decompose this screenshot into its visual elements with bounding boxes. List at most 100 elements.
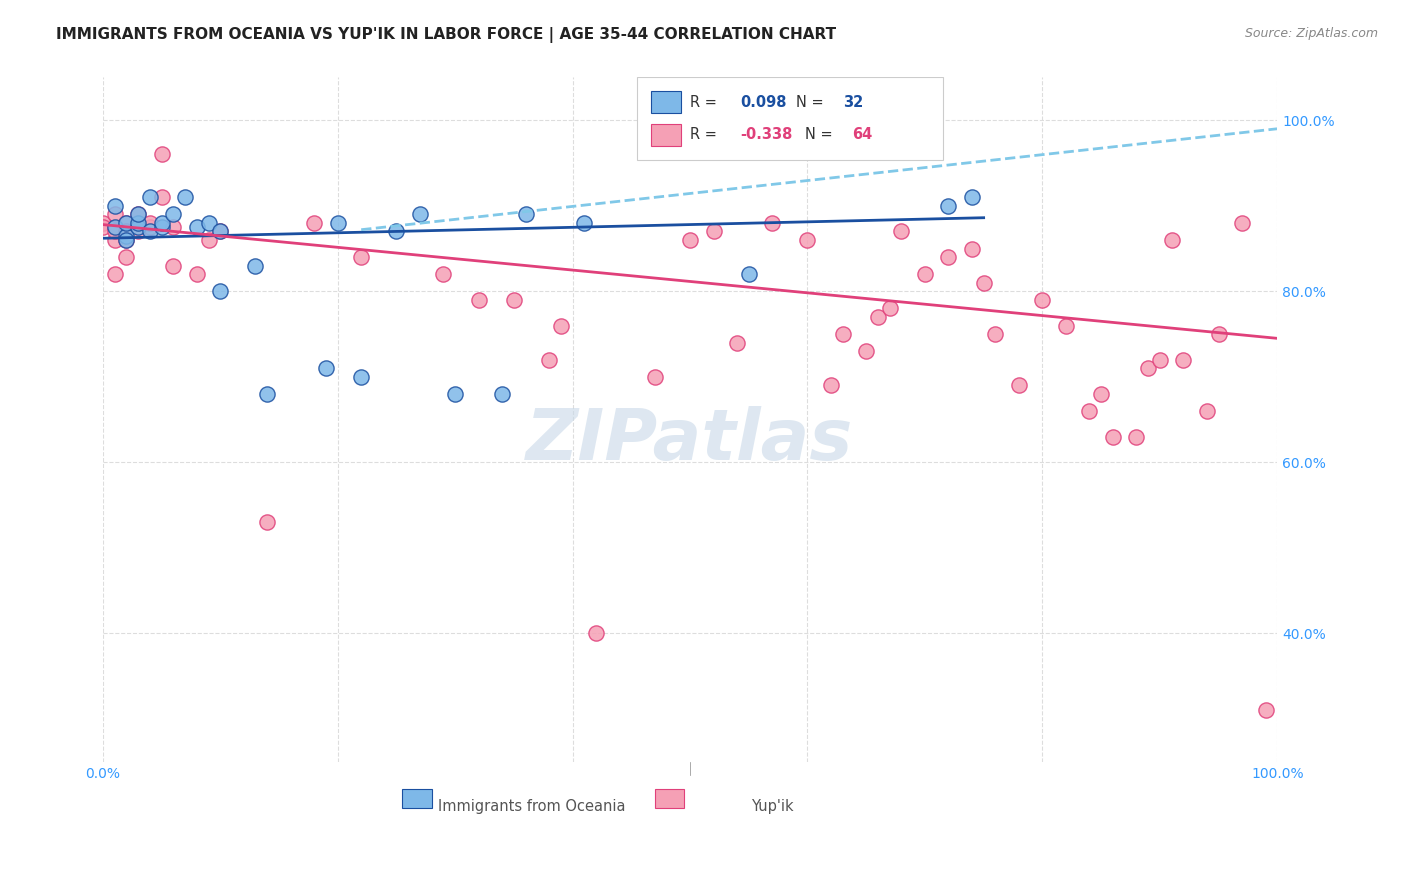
Point — [855, 344, 877, 359]
Point — [197, 233, 219, 247]
Point — [103, 224, 125, 238]
Point — [115, 216, 138, 230]
Point — [467, 293, 489, 307]
Point — [350, 250, 373, 264]
Bar — [402, 789, 432, 808]
Point — [197, 216, 219, 230]
Point — [831, 327, 853, 342]
Point — [103, 199, 125, 213]
Point — [1031, 293, 1053, 307]
Point — [103, 220, 125, 235]
Text: 0.098: 0.098 — [741, 95, 787, 110]
Point — [1137, 361, 1160, 376]
Point — [502, 293, 524, 307]
Text: 64: 64 — [852, 128, 872, 143]
Point — [1208, 327, 1230, 342]
Point — [127, 207, 149, 221]
Point — [984, 327, 1007, 342]
Point — [938, 250, 960, 264]
Point — [550, 318, 572, 333]
Point — [127, 216, 149, 230]
Point — [162, 220, 184, 235]
Point — [209, 224, 232, 238]
Point — [702, 224, 724, 238]
Point — [1195, 404, 1218, 418]
Point — [150, 190, 173, 204]
Point — [585, 626, 607, 640]
Point — [150, 216, 173, 230]
Text: R =: R = — [690, 95, 721, 110]
Point — [115, 233, 138, 247]
Point — [960, 190, 983, 204]
Point — [350, 369, 373, 384]
Point — [515, 207, 537, 221]
Point — [115, 224, 138, 238]
Point — [914, 267, 936, 281]
Point — [820, 378, 842, 392]
Point — [1173, 352, 1195, 367]
Point — [1008, 378, 1031, 392]
Point — [879, 301, 901, 316]
Point — [644, 369, 666, 384]
Point — [186, 267, 208, 281]
Text: R =: R = — [690, 128, 721, 143]
Bar — [651, 91, 681, 113]
Point — [174, 190, 197, 204]
Point — [302, 216, 325, 230]
Point — [115, 216, 138, 230]
Point — [150, 220, 173, 235]
Point — [127, 220, 149, 235]
Point — [491, 387, 513, 401]
Point — [245, 259, 267, 273]
Point — [256, 515, 278, 529]
Point — [1054, 318, 1077, 333]
Text: IMMIGRANTS FROM OCEANIA VS YUP'IK IN LABOR FORCE | AGE 35-44 CORRELATION CHART: IMMIGRANTS FROM OCEANIA VS YUP'IK IN LAB… — [56, 27, 837, 43]
Text: 32: 32 — [842, 95, 863, 110]
Text: Yup'ik: Yup'ik — [751, 799, 793, 814]
Point — [1254, 703, 1277, 717]
Point — [574, 216, 596, 230]
Point — [1125, 430, 1147, 444]
Point — [115, 233, 138, 247]
Point — [326, 216, 349, 230]
Point — [538, 352, 561, 367]
Point — [725, 335, 748, 350]
Bar — [637, 78, 942, 160]
Point — [115, 228, 138, 243]
Text: Immigrants from Oceania: Immigrants from Oceania — [437, 799, 626, 814]
Point — [103, 207, 125, 221]
Point — [103, 267, 125, 281]
Point — [127, 207, 149, 221]
Text: -0.338: -0.338 — [741, 128, 793, 143]
Point — [1160, 233, 1182, 247]
Point — [127, 224, 149, 238]
Point — [1101, 430, 1123, 444]
Point — [866, 310, 889, 324]
Point — [973, 276, 995, 290]
Point — [103, 233, 125, 247]
Point — [938, 199, 960, 213]
Text: N =: N = — [796, 95, 828, 110]
Point — [162, 259, 184, 273]
Point — [761, 216, 783, 230]
Point — [738, 267, 761, 281]
Point — [679, 233, 702, 247]
Point — [91, 216, 114, 230]
Point — [139, 224, 162, 238]
Point — [796, 233, 818, 247]
Bar — [655, 789, 685, 808]
Text: ZIPatlas: ZIPatlas — [526, 406, 853, 475]
Text: Source: ZipAtlas.com: Source: ZipAtlas.com — [1244, 27, 1378, 40]
Point — [162, 207, 184, 221]
Point — [432, 267, 454, 281]
Point — [1149, 352, 1171, 367]
Point — [91, 220, 114, 235]
Point — [209, 224, 232, 238]
Point — [1090, 387, 1112, 401]
Point — [127, 220, 149, 235]
Point — [103, 220, 125, 235]
Bar — [651, 124, 681, 146]
Point — [256, 387, 278, 401]
Point — [115, 250, 138, 264]
Point — [385, 224, 408, 238]
